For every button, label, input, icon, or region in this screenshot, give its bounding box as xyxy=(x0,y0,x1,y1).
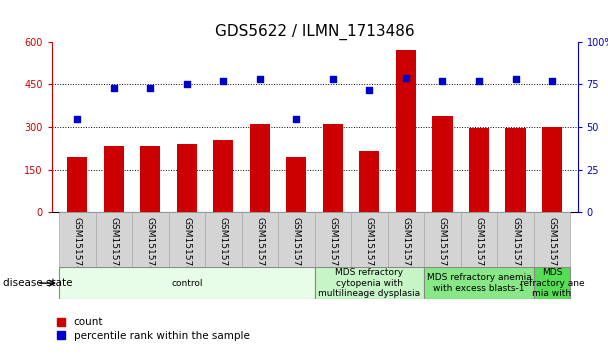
FancyBboxPatch shape xyxy=(497,212,534,267)
Point xyxy=(474,78,484,84)
FancyBboxPatch shape xyxy=(461,212,497,267)
Point xyxy=(145,85,155,91)
FancyBboxPatch shape xyxy=(315,212,351,267)
Bar xyxy=(177,144,197,212)
Legend: count, percentile rank within the sample: count, percentile rank within the sample xyxy=(57,317,249,340)
Point xyxy=(365,87,375,93)
FancyBboxPatch shape xyxy=(95,212,132,267)
Point xyxy=(72,115,82,121)
Text: control: control xyxy=(171,279,202,287)
Point xyxy=(547,78,557,84)
Text: GSM1515753: GSM1515753 xyxy=(328,217,337,277)
Point xyxy=(182,82,192,87)
Point xyxy=(109,85,119,91)
Text: disease state: disease state xyxy=(3,278,72,288)
Text: MDS
refractory ane
mia with: MDS refractory ane mia with xyxy=(520,268,584,298)
Point xyxy=(291,115,301,121)
Bar xyxy=(286,157,306,212)
FancyBboxPatch shape xyxy=(351,212,388,267)
Bar xyxy=(359,151,379,212)
Bar xyxy=(104,146,124,212)
Text: GSM1515748: GSM1515748 xyxy=(146,217,155,277)
Title: GDS5622 / ILMN_1713486: GDS5622 / ILMN_1713486 xyxy=(215,24,415,40)
FancyBboxPatch shape xyxy=(59,212,95,267)
Bar xyxy=(542,127,562,212)
Bar xyxy=(469,129,489,212)
Text: GSM1515750: GSM1515750 xyxy=(219,217,228,277)
Bar xyxy=(432,116,452,212)
Text: GSM1515754: GSM1515754 xyxy=(365,217,374,277)
FancyBboxPatch shape xyxy=(424,267,534,299)
FancyBboxPatch shape xyxy=(132,212,168,267)
Point xyxy=(438,78,447,84)
Bar xyxy=(250,124,270,212)
FancyBboxPatch shape xyxy=(424,212,461,267)
Text: GSM1515759: GSM1515759 xyxy=(548,217,556,277)
Bar xyxy=(505,129,525,212)
Text: MDS refractory
cytopenia with
multilineage dysplasia: MDS refractory cytopenia with multilinea… xyxy=(319,268,421,298)
Point xyxy=(511,76,520,82)
Text: GSM1515746: GSM1515746 xyxy=(73,217,81,277)
Point xyxy=(218,78,228,84)
Text: GSM1515758: GSM1515758 xyxy=(511,217,520,277)
Bar xyxy=(323,124,343,212)
Point xyxy=(328,76,338,82)
Bar xyxy=(67,157,88,212)
FancyBboxPatch shape xyxy=(534,212,570,267)
FancyBboxPatch shape xyxy=(59,267,315,299)
FancyBboxPatch shape xyxy=(534,267,570,299)
Point xyxy=(401,75,411,81)
FancyBboxPatch shape xyxy=(388,212,424,267)
Text: GSM1515757: GSM1515757 xyxy=(474,217,483,277)
Text: GSM1515755: GSM1515755 xyxy=(401,217,410,277)
Bar xyxy=(140,146,161,212)
FancyBboxPatch shape xyxy=(241,212,278,267)
Text: GSM1515752: GSM1515752 xyxy=(292,217,301,277)
FancyBboxPatch shape xyxy=(315,267,424,299)
Text: GSM1515756: GSM1515756 xyxy=(438,217,447,277)
Bar xyxy=(213,140,233,212)
Point xyxy=(255,76,264,82)
Text: GSM1515751: GSM1515751 xyxy=(255,217,264,277)
Text: GSM1515749: GSM1515749 xyxy=(182,217,192,277)
Text: MDS refractory anemia
with excess blasts-1: MDS refractory anemia with excess blasts… xyxy=(427,273,531,293)
FancyBboxPatch shape xyxy=(278,212,315,267)
FancyBboxPatch shape xyxy=(168,212,205,267)
Bar xyxy=(396,50,416,212)
FancyBboxPatch shape xyxy=(205,212,241,267)
Text: GSM1515747: GSM1515747 xyxy=(109,217,119,277)
